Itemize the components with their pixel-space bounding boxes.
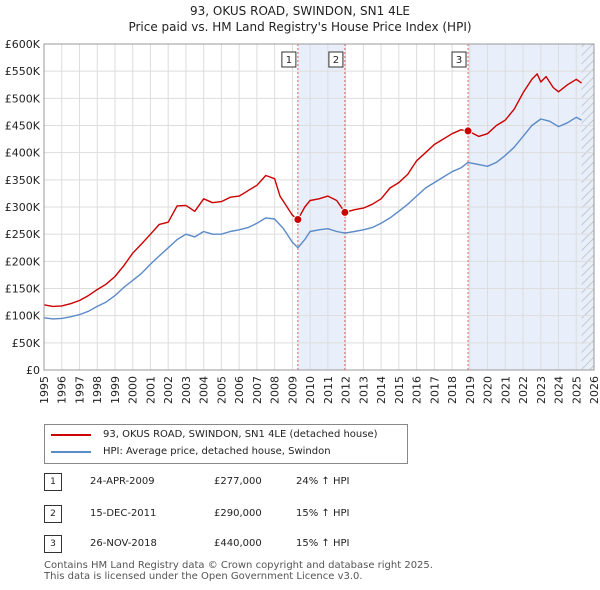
sale-marker-box [328,51,344,68]
y-tick-label: £50K [12,337,41,350]
hpi-line [43,116,582,320]
sale-hpi-change: 15% ↑ HPI [296,538,350,549]
legend: 93, OKUS ROAD, SWINDON, SN1 4LE (detache… [44,424,408,464]
x-tick-label: 2012 [340,376,353,404]
x-tick-label: 1997 [73,376,86,404]
sale-hpi-change: 24% ↑ HPI [296,476,350,487]
y-tick-label: £400K [5,147,41,160]
x-tick-label: 2002 [162,376,175,404]
x-tick-label: 2026 [588,376,600,404]
y-tick-label: £250K [5,228,41,241]
legend-hpi-label: HPI: Average price, detached house, Swin… [103,446,331,457]
footer-licence: This data is licensed under the Open Gov… [44,571,363,582]
x-tick-label: 2004 [198,376,211,404]
x-tick-label: 2025 [570,376,583,404]
y-tick-label: £350K [5,174,41,187]
x-tick-label: 1999 [109,376,122,404]
x-tick-label: 2001 [144,376,157,404]
x-tick-label: 2023 [535,376,548,404]
x-tick-label: 2013 [357,376,370,404]
x-tick-label: 2000 [127,376,140,404]
sale-point [463,126,473,136]
y-tick-label: £200K [5,255,41,268]
sale-hpi-change: 15% ↑ HPI [296,508,350,519]
x-tick-label: 2008 [269,376,282,404]
sale-date: 15-DEC-2011 [90,508,157,519]
y-tick-label: £100K [5,310,41,323]
x-tick-label: 2019 [464,376,477,404]
x-tick-label: 2009 [286,376,299,404]
footer: Contains HM Land Registry data © Crown c… [44,560,433,582]
price-line-swatch [51,434,91,436]
y-tick-label: £300K [5,201,41,214]
y-tick-label: £150K [5,283,41,296]
x-tick-label: 1996 [56,376,69,404]
x-tick-label: 2007 [251,376,264,404]
x-tick-label: 2021 [499,376,512,404]
x-tick-label: 2018 [446,376,459,404]
sale-price: £277,000 [214,476,262,487]
sale-price: £440,000 [214,538,262,549]
x-tick-label: 2020 [482,376,495,404]
sale-number-badge: 1 [44,473,62,491]
y-tick-label: £600K [5,38,41,51]
sale-date: 26-NOV-2018 [90,538,157,549]
footer-copyright: Contains HM Land Registry data © Crown c… [44,560,433,571]
sale-price: £290,000 [214,508,262,519]
x-tick-label: 2016 [411,376,424,404]
chart-title: 93, OKUS ROAD, SWINDON, SN1 4LE [190,4,410,18]
sale-point [293,214,303,224]
sale-number-badge: 2 [44,505,62,523]
sale-date: 24-APR-2009 [90,476,155,487]
sale-marker-label: 2 [333,55,339,66]
x-tick-label: 2010 [304,376,317,404]
x-tick-label: 2003 [180,376,193,404]
x-tick-label: 2022 [517,376,530,404]
y-tick-label: £450K [5,120,41,133]
y-tick-label: £500K [5,92,41,105]
x-tick-label: 2011 [322,376,335,404]
y-tick-label: £0 [26,364,40,377]
x-tick-label: 2014 [375,376,388,404]
chart-subtitle: Price paid vs. HM Land Registry's House … [128,20,472,34]
x-tick-label: 2024 [553,376,566,404]
x-tick-label: 1998 [91,376,104,404]
sale-point [340,207,350,217]
x-tick-label: 2017 [428,376,441,404]
sale-marker-label: 3 [456,55,462,66]
legend-price-label: 93, OKUS ROAD, SWINDON, SN1 4LE (detache… [103,429,378,440]
hpi-line-swatch [51,451,91,453]
x-tick-label: 2006 [233,376,246,404]
sale-number-badge: 3 [44,535,62,553]
sale-marker-label: 1 [286,55,292,66]
x-tick-label: 2015 [393,376,406,404]
x-tick-label: 1995 [38,376,51,404]
plot-frame [43,43,595,371]
x-tick-label: 2005 [215,376,228,404]
sale-marker-box [281,51,297,68]
y-tick-label: £550K [5,65,41,78]
price-paid-line [43,73,583,308]
sale-marker-box [451,51,467,68]
price-chart: 1 2 3 £0 £50K £100K £150K £200K £250K £300K £350K… [5,38,600,404]
